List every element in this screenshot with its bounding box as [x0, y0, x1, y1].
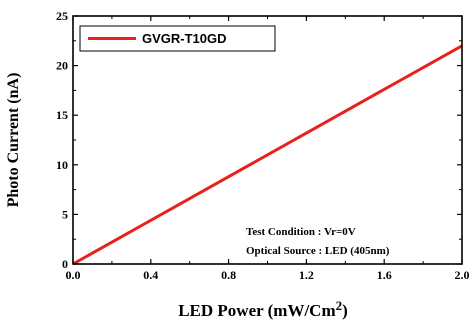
- x-axis-title-superscript: 2: [336, 298, 343, 313]
- x-tick-label: 0.8: [221, 268, 236, 282]
- x-axis-title: LED Power (mW/Cm2): [178, 298, 348, 320]
- y-tick-label: 25: [56, 9, 68, 23]
- y-axis-title: Photo Current (nA): [5, 73, 22, 208]
- series-line: [72, 44, 463, 266]
- y-tick-label: 15: [56, 108, 68, 122]
- annotation-test-condition: Test Condition : Vr=0V: [246, 226, 356, 238]
- annotation-optical-source: Optical Source : LED (405nm): [246, 245, 390, 257]
- x-tick-label: 1.6: [377, 268, 392, 282]
- x-tick-label: 0.4: [143, 268, 158, 282]
- x-tick-label: 0.0: [66, 268, 81, 282]
- x-tick-label: 2.0: [455, 268, 470, 282]
- annotation-box: Test Condition : Vr=0V Optical Source : …: [246, 226, 390, 257]
- y-tick-label: 20: [56, 59, 68, 73]
- x-tick-label: 1.2: [299, 268, 314, 282]
- y-tick-label: 5: [62, 207, 68, 221]
- plot-frame: [72, 15, 463, 265]
- x-axis-title-main: LED Power (mW/Cm: [178, 301, 335, 320]
- y-tick-label: 10: [56, 158, 68, 172]
- legend-label: GVGR-T10GD: [142, 31, 227, 46]
- y-tick-label: 0: [62, 257, 68, 271]
- labels-layer: 0 5 10 15 20 25 0.0 0.4 0.8 1.2 1.6 2.0: [56, 9, 470, 282]
- legend: GVGR-T10GD: [79, 25, 276, 52]
- x-axis-title-end: ): [342, 301, 348, 320]
- series-layer: [72, 44, 463, 266]
